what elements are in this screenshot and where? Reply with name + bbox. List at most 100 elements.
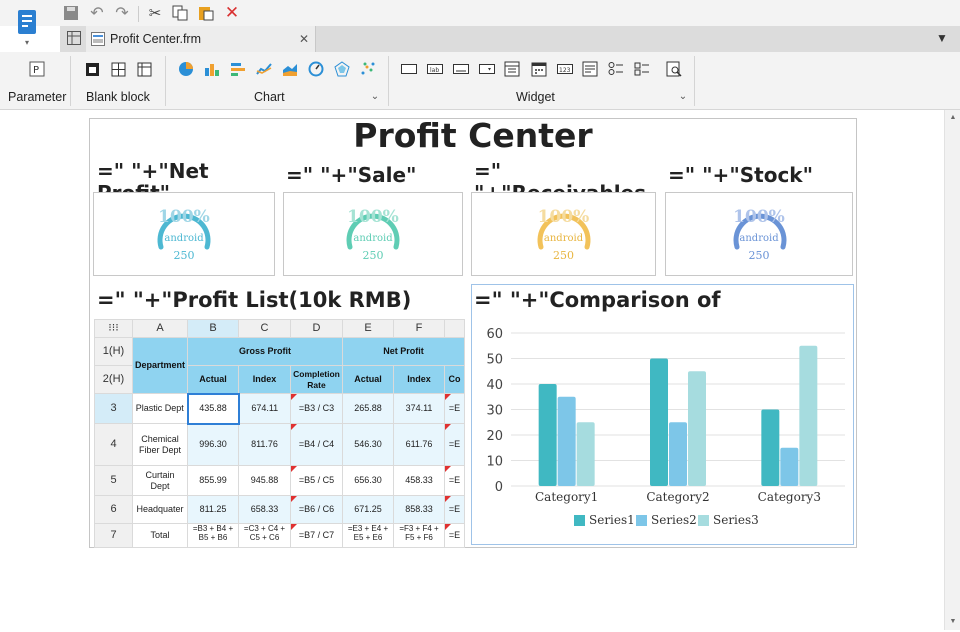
line-chart-icon[interactable]: [255, 60, 273, 78]
profit-list-title[interactable]: =" "+"Profit List(10k RMB): [97, 288, 412, 312]
table-cell[interactable]: 811.25: [187, 495, 239, 524]
tab-list-icon[interactable]: ▼: [936, 31, 948, 45]
table-cell[interactable]: 656.30: [342, 465, 394, 496]
row-header[interactable]: 5: [94, 465, 133, 496]
sub-header[interactable]: Co: [444, 365, 465, 394]
table-cell[interactable]: Plastic Dept: [132, 393, 188, 424]
gauge-widget[interactable]: 100% android 250: [283, 192, 463, 276]
paste-icon[interactable]: [197, 4, 215, 22]
table-cell[interactable]: 658.33: [238, 495, 291, 524]
app-menu-icon[interactable]: [14, 8, 40, 38]
table-block-icon[interactable]: [135, 60, 153, 78]
tab-profit-center[interactable]: Profit Center.frm ✕: [86, 26, 316, 52]
department-header[interactable]: Department: [132, 337, 188, 394]
table-cell[interactable]: =E: [444, 393, 465, 424]
table-cell[interactable]: 458.33: [393, 465, 445, 496]
split-block-icon[interactable]: [109, 60, 127, 78]
table-cell[interactable]: Curtain Dept: [132, 465, 188, 496]
report-table[interactable]: ⁝⁝⁝ A B C D E F 1(H) Department Gross Pr…: [94, 319, 465, 548]
table-cell[interactable]: 546.30: [342, 423, 394, 466]
net-profit-header[interactable]: Net Profit: [342, 337, 465, 366]
table-cell[interactable]: Total: [132, 523, 188, 548]
row-header[interactable]: 2(H): [94, 365, 133, 394]
scroll-down-icon[interactable]: ▼: [949, 617, 957, 625]
delete-icon[interactable]: ✕: [224, 3, 240, 22]
area-chart-icon[interactable]: [281, 60, 299, 78]
table-cell[interactable]: 858.33: [393, 495, 445, 524]
horizontal-bar-icon[interactable]: [229, 60, 247, 78]
report-title[interactable]: Profit Center: [353, 117, 593, 155]
pie-chart-icon[interactable]: [177, 60, 195, 78]
table-cell[interactable]: =E: [444, 465, 465, 496]
table-cell[interactable]: =B6 / C6: [290, 495, 343, 524]
textarea-widget-icon[interactable]: [581, 60, 599, 78]
sub-header[interactable]: Index: [238, 365, 291, 394]
table-cell[interactable]: =B5 / C5: [290, 465, 343, 496]
row-header[interactable]: 7: [94, 523, 133, 548]
column-header[interactable]: C: [238, 319, 291, 338]
table-cell[interactable]: =E: [444, 523, 465, 548]
label-widget-icon[interactable]: lab: [426, 60, 444, 78]
scroll-up-icon[interactable]: ▲: [949, 113, 957, 121]
column-header[interactable]: [444, 319, 465, 338]
gauge-widget[interactable]: 100% android 250: [471, 192, 656, 276]
table-cell[interactable]: 671.25: [342, 495, 394, 524]
table-cell[interactable]: 611.76: [393, 423, 445, 466]
vertical-scrollbar[interactable]: ▲ ▼: [944, 110, 960, 630]
table-cell[interactable]: Chemical Fiber Dept: [132, 423, 188, 466]
table-cell[interactable]: =B7 / C7: [290, 523, 343, 548]
cut-icon[interactable]: ✂: [148, 5, 162, 22]
sub-header[interactable]: Completion Rate: [290, 365, 343, 394]
sub-header[interactable]: Actual: [342, 365, 394, 394]
gauge-widget[interactable]: 100% android 250: [93, 192, 275, 276]
absolute-layout-icon[interactable]: [83, 60, 101, 78]
gauge-header-sale[interactable]: =" "+"Sale": [286, 164, 417, 187]
sub-header[interactable]: Actual: [187, 365, 239, 394]
chevron-down-icon[interactable]: ▾: [24, 37, 29, 47]
date-widget-icon[interactable]: [530, 60, 548, 78]
redo-icon[interactable]: ↷: [115, 5, 129, 22]
radar-chart-icon[interactable]: [333, 60, 351, 78]
table-cell[interactable]: =B3 + B4 + B5 + B6: [187, 523, 239, 548]
column-header[interactable]: D: [290, 319, 343, 338]
column-header[interactable]: F: [393, 319, 445, 338]
close-icon[interactable]: ✕: [298, 32, 310, 46]
gross-profit-header[interactable]: Gross Profit: [187, 337, 343, 366]
row-header[interactable]: 4: [94, 423, 133, 466]
table-cell[interactable]: 811.76: [238, 423, 291, 466]
table-cell[interactable]: =B4 / C4: [290, 423, 343, 466]
row-header[interactable]: 3: [94, 393, 133, 424]
gauge-widget[interactable]: 100% android 250: [665, 192, 853, 276]
table-cell[interactable]: 945.88: [238, 465, 291, 496]
table-cell[interactable]: =F3 + F4 + F5 + F6: [393, 523, 445, 548]
radio-group-icon[interactable]: [607, 60, 625, 78]
table-cell[interactable]: =E: [444, 495, 465, 524]
table-cell[interactable]: =E: [444, 423, 465, 466]
table-cell[interactable]: =B3 / C3: [290, 393, 343, 424]
column-header[interactable]: A: [132, 319, 188, 338]
search-widget-icon[interactable]: [665, 60, 683, 78]
table-cell[interactable]: 265.88: [342, 393, 394, 424]
row-header[interactable]: 6: [94, 495, 133, 524]
row-header[interactable]: 1(H): [94, 337, 133, 366]
sub-header[interactable]: Index: [393, 365, 445, 394]
list-widget-icon[interactable]: [503, 60, 521, 78]
comparison-title[interactable]: =" "+"Comparison of: [474, 288, 721, 312]
gauge-header-receivables[interactable]: =" "+"Receivables": [474, 160, 646, 192]
bar-chart-icon[interactable]: [203, 60, 221, 78]
scatter-chart-icon[interactable]: [359, 60, 377, 78]
gauge-header-net-profit[interactable]: =" "+"Net Profit": [97, 160, 209, 192]
table-corner[interactable]: ⁝⁝⁝: [94, 319, 133, 338]
table-cell[interactable]: 374.11: [393, 393, 445, 424]
copy-icon[interactable]: [171, 4, 189, 22]
column-header[interactable]: B: [187, 319, 239, 338]
save-icon[interactable]: [62, 4, 80, 22]
table-cell[interactable]: Headquater: [132, 495, 188, 524]
chart-group-expand-icon[interactable]: ⌄: [370, 90, 380, 102]
table-cell[interactable]: 855.99: [187, 465, 239, 496]
button-widget-icon[interactable]: [400, 60, 418, 78]
grid-view-icon[interactable]: [66, 30, 82, 46]
comparison-bar-chart[interactable]: 0 10 20 30 40 50 60 Category1 Category2 Category3…: [473, 318, 852, 544]
undo-icon[interactable]: ↶: [90, 5, 104, 22]
table-cell[interactable]: 996.30: [187, 423, 239, 466]
